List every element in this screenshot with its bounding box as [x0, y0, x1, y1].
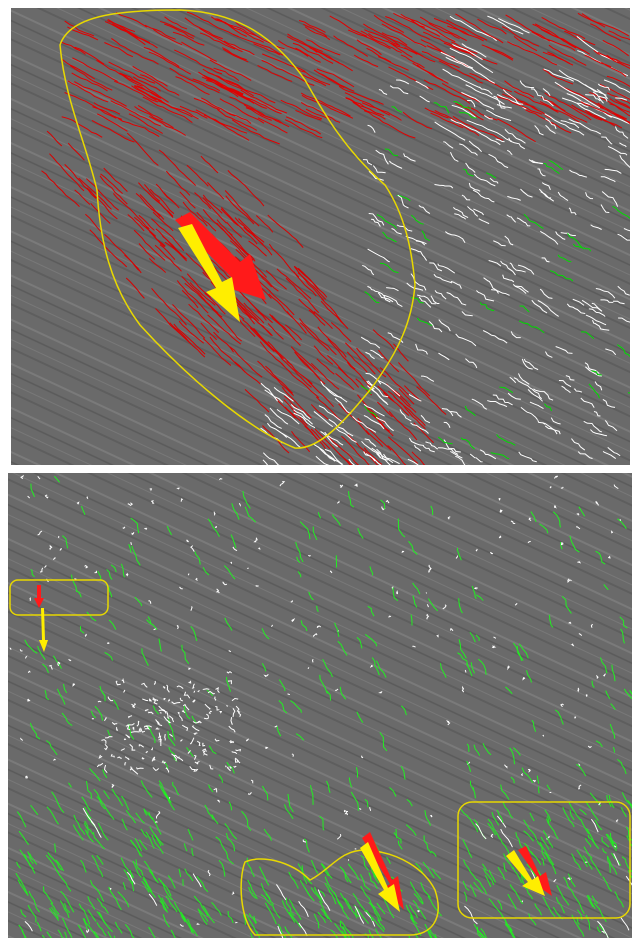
cell-track	[131, 732, 139, 733]
cell-track	[98, 701, 101, 702]
cell-track	[543, 735, 544, 736]
bottom-panel	[8, 473, 633, 940]
micrograph-figure	[0, 0, 633, 940]
cell-track	[465, 670, 466, 672]
cell-track	[256, 538, 257, 540]
cell-track	[160, 736, 161, 742]
cell-track	[313, 659, 314, 662]
cell-track	[493, 646, 495, 648]
cell-track	[133, 727, 134, 729]
cell-track	[26, 776, 28, 778]
panel-background	[8, 473, 632, 938]
cell-track	[426, 592, 427, 593]
cell-track	[235, 922, 236, 923]
cell-track	[586, 695, 587, 697]
cell-track	[256, 586, 259, 587]
cell-track	[131, 542, 132, 545]
cell-track	[578, 688, 579, 691]
top-panel	[11, 8, 633, 479]
cell-track	[620, 519, 621, 520]
cell-track	[555, 506, 556, 508]
cell-track	[164, 698, 165, 700]
cell-track	[107, 643, 109, 644]
cell-track	[165, 734, 166, 740]
page: (() => { const data = JSON.parse(documen…	[0, 0, 633, 940]
cell-track	[396, 829, 397, 838]
cell-track	[574, 717, 575, 718]
cell-track	[142, 758, 143, 760]
cell-track	[92, 718, 94, 719]
cell-track	[266, 747, 268, 749]
